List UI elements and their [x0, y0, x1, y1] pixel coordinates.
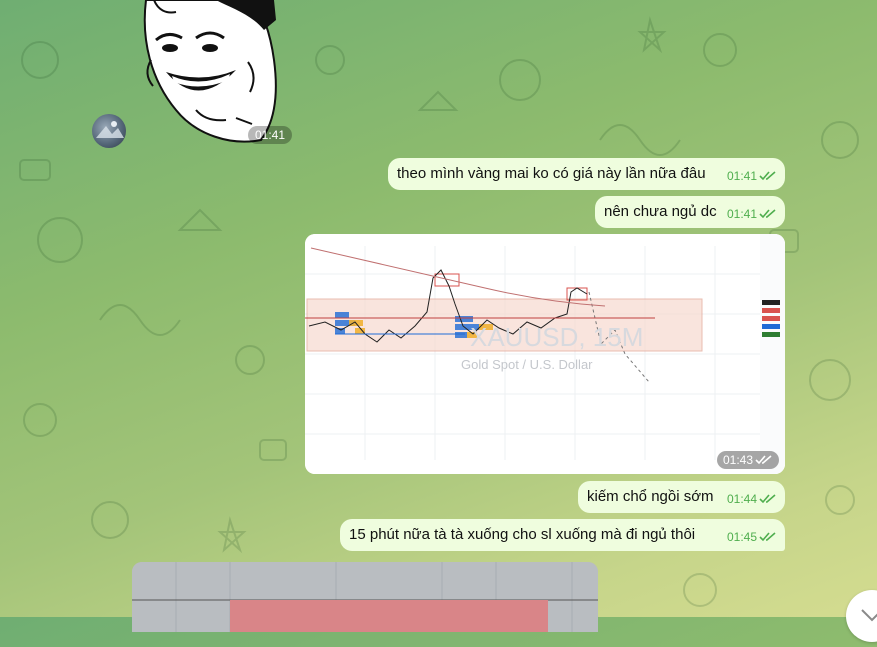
message-time: 01:41 [726, 207, 757, 221]
double-check-icon [759, 171, 776, 181]
message-text: theo mình vàng mai ko có giá này lần nữa… [397, 165, 706, 182]
double-check-icon [755, 455, 772, 465]
message-time: 01:45 [726, 530, 757, 544]
double-check-icon [759, 209, 776, 219]
image-time: 01:43 [722, 453, 753, 467]
double-check-icon [759, 494, 776, 504]
message-bubble[interactable]: theo mình vàng mai ko có giá này lần nữa… [388, 158, 785, 190]
avatar-image-icon [96, 121, 124, 138]
chart-watermark-name: Gold Spot / U.S. Dollar [461, 357, 593, 372]
message-meta: 01:45 [727, 528, 777, 546]
laughing-face-sticker[interactable] [136, 0, 278, 146]
message-bubble[interactable]: kiếm chổ ngồi sớm 01:44 [578, 481, 785, 513]
message-text: kiếm chổ ngồi sớm [587, 488, 714, 505]
message-time: 01:44 [726, 492, 757, 506]
message-text: nên chưa ngủ dc [604, 203, 717, 220]
message-meta: 01:44 [727, 490, 777, 508]
image-timestamp: 01:43 [716, 451, 779, 469]
message-bubble[interactable]: nên chưa ngủ dc 01:41 [595, 196, 785, 228]
trading-chart-image: XAUUSD, 15M Gold Spot / U.S. Dollar [305, 234, 785, 474]
sticker-timestamp: 01:41 [248, 126, 293, 144]
incoming-image-message[interactable] [132, 562, 598, 632]
double-check-icon [759, 532, 776, 542]
message-meta: 01:41 [727, 167, 777, 185]
message-bubble[interactable]: 15 phút nữa tà tà xuống cho sl xuống mà … [340, 519, 785, 551]
avatar[interactable] [92, 114, 126, 148]
incoming-chart-image [132, 562, 598, 632]
chart-watermark-symbol: XAUUSD, 15M [470, 322, 643, 352]
message-time: 01:41 [726, 169, 757, 183]
message-text: 15 phút nữa tà tà xuống cho sl xuống mà … [349, 526, 696, 543]
chevron-down-icon [861, 609, 877, 622]
chart-image-message[interactable]: XAUUSD, 15M Gold Spot / U.S. Dollar 01:4… [305, 234, 785, 474]
scroll-down-button[interactable] [846, 590, 877, 642]
message-meta: 01:41 [727, 205, 777, 223]
